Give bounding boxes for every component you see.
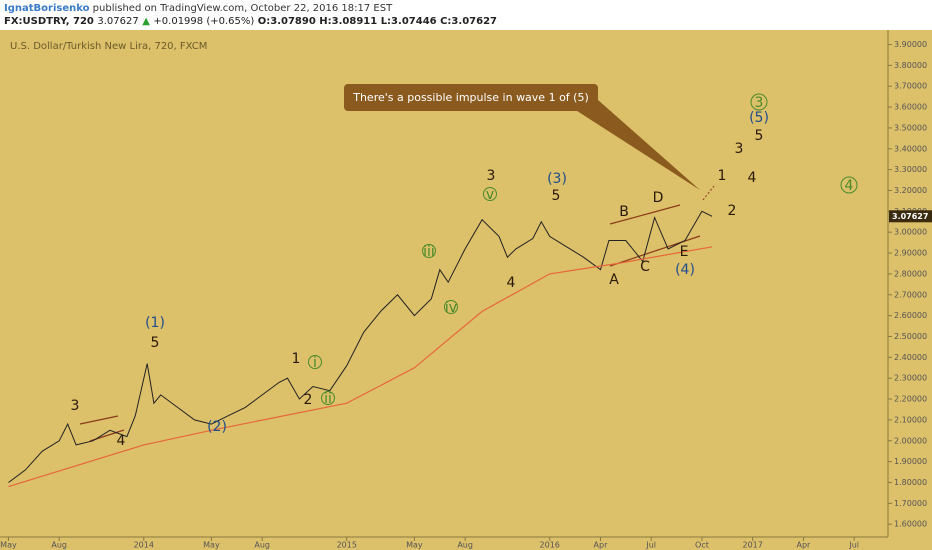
x-tick-label: Oct [695, 541, 709, 550]
author[interactable]: IgnatBorisenko [4, 3, 90, 14]
wave-circle [750, 93, 768, 111]
y-tick-label: 2.90000 [894, 249, 927, 258]
wave-label: 4 [507, 275, 516, 291]
wave-circle [483, 187, 497, 201]
y-tick-label: 3.30000 [894, 165, 927, 174]
plot-bg [0, 30, 932, 550]
chart-title: U.S. Dollar/Turkish New Lira, 720, FXCM [10, 41, 207, 52]
wave-label: E [680, 244, 689, 260]
x-tick-label: May [406, 541, 423, 550]
x-tick-label: Apr [797, 541, 812, 550]
last-price-tag [889, 210, 932, 223]
y-tick-label: 3.60000 [894, 103, 927, 112]
x-tick-label: Apr [594, 541, 609, 550]
header-line-1: IgnatBorisenko published on TradingView.… [4, 3, 393, 14]
moving-average [8, 246, 713, 488]
wave-label: v [486, 187, 494, 203]
x-tick-label: 2016 [540, 541, 560, 550]
wave-label: 5 [552, 188, 561, 204]
x-tick-label: Jul [848, 541, 859, 550]
callout-box [344, 84, 598, 111]
y-tick-label: 2.50000 [894, 332, 927, 341]
wave-label: (4) [675, 262, 695, 278]
wave-label: ii [324, 391, 332, 407]
x-tick-label: Jul [645, 541, 656, 550]
y-tick-label: 3.90000 [894, 40, 927, 49]
symbol: FX:USDTRY, 720 [4, 16, 94, 27]
header-price: 3.07627 [97, 16, 138, 27]
y-tick-label: 1.60000 [894, 520, 927, 529]
y-tick-label: 2.00000 [894, 436, 927, 445]
wave-label: 5 [151, 335, 160, 351]
wave-label: C [640, 259, 650, 275]
wave-circle [444, 300, 458, 314]
wave-label: 1 [292, 351, 301, 367]
wave-label: B [619, 204, 629, 220]
y-tick-label: 3.20000 [894, 186, 927, 195]
wave-circle [840, 176, 858, 194]
wave-label: 4 [117, 433, 126, 449]
wave-label: 3 [487, 168, 496, 184]
y-tick-label: 2.80000 [894, 269, 927, 278]
wave-label: (3) [547, 171, 567, 187]
x-tick-label: Aug [254, 541, 270, 550]
y-tick-label: 2.20000 [894, 395, 927, 404]
y-tick-label: 3.70000 [894, 82, 927, 91]
wave-label: D [653, 190, 664, 206]
projection [702, 185, 715, 201]
wave-label: 4 [748, 170, 757, 186]
wave-label: 2 [728, 203, 737, 219]
x-tick-label: 2014 [134, 541, 154, 550]
wave-label: (2) [207, 419, 227, 435]
callout-pointer [560, 100, 700, 190]
y-tick-label: 1.90000 [894, 457, 927, 466]
wave-circle [321, 391, 335, 405]
y-tick-label: 3.00000 [894, 228, 927, 237]
wave-label: A [609, 272, 619, 288]
change: +0.01998 (+0.65%) [153, 16, 254, 27]
published: published on TradingView.com, October 22… [93, 3, 393, 14]
x-tick-label: 2017 [743, 541, 763, 550]
y-tick-label: 2.30000 [894, 374, 927, 383]
wave-label: 4 [845, 178, 854, 194]
wave-label: 1 [718, 168, 727, 184]
wave-label: 3 [71, 398, 80, 414]
wave-label: 3 [735, 141, 744, 157]
low: L:3.07446 [381, 16, 437, 27]
x-tick-label: May [0, 541, 17, 550]
y-tick-label: 3.50000 [894, 123, 927, 132]
callout-text: There's a possible impulse in wave 1 of … [352, 91, 589, 104]
wave-label: 5 [755, 128, 764, 144]
header-bg [0, 0, 932, 30]
header-line-2: FX:USDTRY, 720 3.07627 ▲ +0.01998 (+0.65… [4, 16, 497, 27]
x-tick-label: May [203, 541, 220, 550]
open: O:3.07890 [258, 16, 316, 27]
wave-label: i [313, 355, 317, 371]
price-line [8, 210, 713, 483]
up-arrow: ▲ [142, 16, 150, 27]
y-tick-label: 2.70000 [894, 290, 927, 299]
wave-label: (1) [145, 315, 165, 331]
y-tick-label: 2.40000 [894, 353, 927, 362]
y-tick-label: 2.10000 [894, 415, 927, 424]
x-tick-label: Aug [457, 541, 473, 550]
y-tick-label: 2.60000 [894, 311, 927, 320]
x-tick-label: Aug [51, 541, 67, 550]
last-price-label: 3.07627 [892, 212, 928, 221]
close: C:3.07627 [440, 16, 497, 27]
wave-label: iii [423, 244, 435, 260]
x-tick-label: 2015 [337, 541, 357, 550]
wave-label: iv [445, 300, 457, 316]
wave-circle [308, 355, 322, 369]
wave-label: (5) [749, 110, 769, 126]
y-tick-label: 1.80000 [894, 478, 927, 487]
wave-circle [422, 244, 436, 258]
wave-label: 2 [304, 392, 313, 408]
y-tick-label: 3.80000 [894, 61, 927, 70]
wave-label: 3 [755, 95, 764, 111]
y-tick-label: 1.70000 [894, 499, 927, 508]
high: H:3.08911 [319, 16, 377, 27]
y-tick-label: 3.40000 [894, 144, 927, 153]
